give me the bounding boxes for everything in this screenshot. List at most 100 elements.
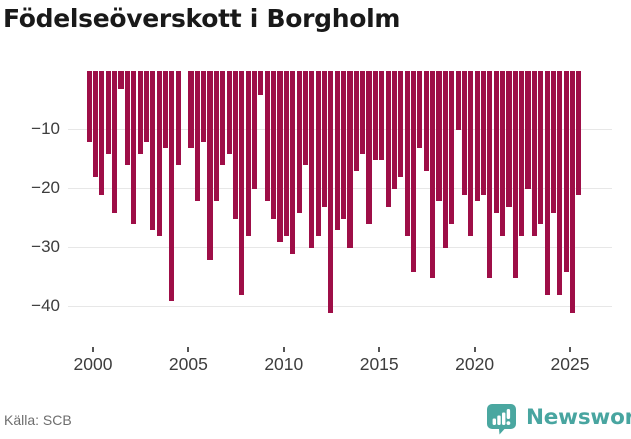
bar — [576, 71, 582, 195]
bar — [137, 71, 143, 154]
bar — [226, 71, 232, 154]
bar — [512, 71, 518, 278]
bar — [449, 71, 455, 225]
bar — [162, 71, 169, 148]
x-axis-tick-label: 2005 — [168, 354, 208, 374]
bar — [341, 71, 347, 219]
bar — [252, 71, 258, 189]
bar — [436, 71, 442, 201]
bar — [220, 71, 226, 166]
bar — [239, 71, 245, 296]
y-axis-tick-label: −30 — [31, 237, 60, 256]
bar — [258, 71, 264, 95]
bar — [213, 71, 219, 201]
gridline — [68, 129, 612, 130]
bar — [525, 71, 531, 189]
bar — [570, 71, 576, 313]
bar — [93, 71, 99, 178]
x-axis-tick — [569, 347, 571, 352]
bar — [487, 71, 493, 278]
bar — [385, 71, 391, 207]
gridline — [68, 306, 612, 307]
bar — [506, 71, 512, 207]
bar — [347, 71, 353, 248]
bar — [353, 71, 359, 172]
bar — [207, 71, 213, 260]
bar — [563, 71, 569, 272]
bar — [99, 71, 105, 195]
bar — [169, 71, 175, 302]
bar — [550, 71, 557, 213]
x-axis-tick — [473, 347, 476, 352]
bar — [398, 71, 404, 178]
bar — [423, 71, 429, 172]
bar — [131, 71, 137, 225]
x-axis-tick-label: 2010 — [264, 354, 304, 374]
bar — [118, 71, 124, 89]
x-axis-tick — [187, 347, 190, 352]
bar — [232, 71, 239, 219]
bar — [417, 71, 423, 148]
chart-title: Födelseöverskott i Borgholm — [3, 4, 401, 33]
bar — [519, 71, 525, 237]
bar — [474, 71, 480, 201]
bar — [245, 71, 251, 237]
bar — [455, 71, 461, 130]
bar-chart-speech-bubble-icon — [487, 404, 516, 435]
bar — [411, 71, 417, 272]
gridline — [68, 247, 612, 248]
bar — [468, 71, 474, 237]
bar — [442, 71, 448, 248]
bar — [264, 71, 270, 201]
y-axis-tick-label: −10 — [31, 119, 60, 138]
bar — [302, 71, 308, 166]
bar — [557, 71, 563, 296]
bar — [309, 71, 315, 248]
bar — [360, 71, 366, 154]
bar — [404, 71, 410, 237]
bar — [538, 71, 544, 225]
newsworthy-logo: Newsworthy — [486, 403, 631, 435]
bar — [105, 71, 111, 154]
bar — [188, 71, 194, 148]
x-axis-tick — [282, 347, 285, 352]
bar — [296, 71, 302, 213]
bar — [175, 71, 181, 166]
bar — [379, 71, 385, 160]
bar — [315, 71, 321, 237]
bar — [194, 71, 200, 201]
bar — [328, 71, 334, 313]
bar — [531, 71, 537, 237]
x-axis-tick-label: 2020 — [455, 354, 495, 374]
x-axis-tick-label: 2025 — [550, 354, 590, 374]
bar — [334, 71, 340, 231]
bar — [86, 71, 92, 142]
bar — [201, 71, 207, 142]
bar — [372, 71, 378, 160]
y-axis-tick-label: −20 — [31, 178, 60, 197]
bar — [277, 71, 283, 243]
bar — [112, 71, 118, 213]
bar — [391, 71, 398, 189]
y-axis-tick-label: −40 — [31, 296, 60, 315]
bar — [500, 71, 506, 237]
x-axis-tick — [92, 347, 94, 352]
bar — [156, 71, 162, 237]
bar — [290, 71, 296, 254]
bar — [283, 71, 289, 237]
source-label: Källa: SCB — [4, 412, 72, 428]
bar — [366, 71, 372, 225]
x-axis-tick-label: 2000 — [73, 354, 113, 374]
bar — [430, 71, 436, 278]
bar — [480, 71, 487, 195]
gridline — [68, 188, 612, 189]
bar — [150, 71, 156, 231]
bar — [143, 71, 149, 142]
bar — [124, 71, 130, 166]
bar — [271, 71, 277, 219]
bar — [493, 71, 499, 213]
x-axis-tick — [378, 347, 381, 352]
bar — [321, 71, 328, 207]
bar — [461, 71, 467, 195]
